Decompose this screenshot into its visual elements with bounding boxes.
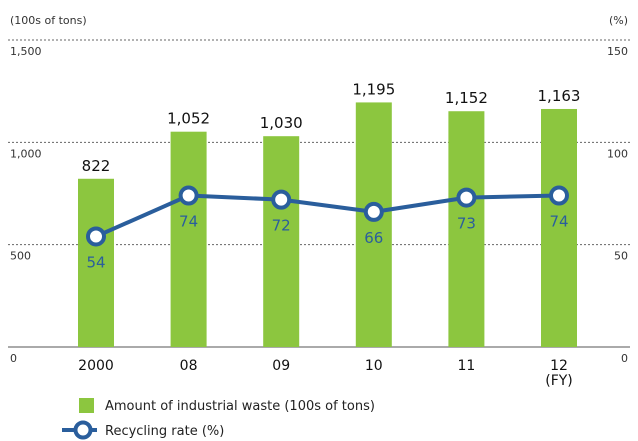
bar-value-label: 1,163 xyxy=(538,87,581,105)
category-label: 11 xyxy=(457,358,475,374)
line-layer xyxy=(86,185,569,247)
rate-point xyxy=(271,189,292,210)
right-axis-unit-label: (%) xyxy=(609,14,628,27)
axis-layer: (100s of tons) (%) 0 500 1,000 1,500 0 50 100 1… xyxy=(10,14,628,365)
bar-value-label: 822 xyxy=(82,157,111,175)
legend-bar-swatch xyxy=(79,398,94,413)
right-tick-label: 50 xyxy=(614,250,628,263)
x-unit-label: (FY) xyxy=(545,373,573,389)
right-tick-label: 0 xyxy=(621,352,628,365)
legend: Amount of industrial waste (100s of tons… xyxy=(62,398,375,440)
rate-point xyxy=(86,226,106,247)
legend-line-label: Recycling rate (%) xyxy=(105,424,224,439)
left-tick-label: 1,000 xyxy=(10,147,42,160)
left-tick-label: 500 xyxy=(10,250,31,263)
category-label: 09 xyxy=(272,358,290,374)
rate-point xyxy=(549,185,569,206)
category-label: 10 xyxy=(365,358,383,374)
bar-value-label: 1,030 xyxy=(260,114,303,132)
right-tick-label: 150 xyxy=(607,45,628,58)
rate-value-label: 54 xyxy=(86,253,105,271)
rate-point xyxy=(456,187,477,208)
left-tick-label: 1,500 xyxy=(10,45,42,58)
rate-value-label: 72 xyxy=(272,217,291,235)
bar xyxy=(355,102,392,347)
label-layer: 822 1,052 1,030 1,195 1,152 1,163 2000 08 09 10 11… xyxy=(78,80,580,389)
category-label: 12 xyxy=(550,358,568,374)
rate-value-label: 66 xyxy=(364,229,383,247)
left-tick-label: 0 xyxy=(10,352,17,365)
rate-line xyxy=(95,193,560,239)
bar-layer xyxy=(78,102,577,348)
left-axis-unit-label: (100s of tons) xyxy=(10,14,87,27)
bar-value-label: 1,152 xyxy=(445,89,488,107)
category-label: 08 xyxy=(180,358,198,374)
rate-point xyxy=(363,201,384,222)
bar-value-label: 1,052 xyxy=(167,110,210,128)
rate-value-label: 73 xyxy=(457,215,476,233)
category-label: 2000 xyxy=(78,358,114,374)
bar xyxy=(170,131,207,347)
rate-value-label: 74 xyxy=(549,213,568,231)
legend-bar-label: Amount of industrial waste (100s of tons… xyxy=(105,399,375,414)
rate-point xyxy=(178,185,199,206)
bar xyxy=(448,111,485,347)
bar xyxy=(78,178,114,347)
rate-value-label: 74 xyxy=(179,213,198,231)
bar xyxy=(541,108,577,348)
right-tick-label: 100 xyxy=(607,147,628,160)
bar-value-label: 1,195 xyxy=(352,80,395,98)
bar xyxy=(263,136,300,347)
legend-marker-swatch xyxy=(73,420,93,440)
